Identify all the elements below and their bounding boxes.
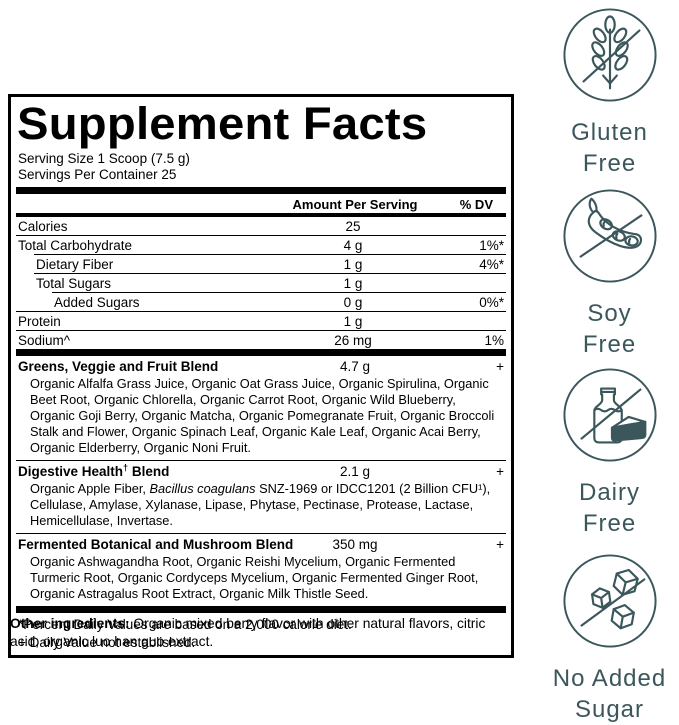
blend-header: Digestive Health† Blend 2.1 g + <box>18 463 506 480</box>
no-dairy-icon <box>562 368 657 462</box>
nutrient-dv: 4%* <box>479 256 504 272</box>
serving-size-text: Serving Size 1 Scoop (7.5 g) <box>18 151 190 166</box>
thick-divider <box>16 349 506 357</box>
thick-divider <box>16 187 506 195</box>
percent-dv-header: % DV <box>459 197 493 213</box>
blend-ingredients: Organic Apple Fiber, Bacillus coagulans … <box>30 481 491 529</box>
other-ingredients-text: Organic mixed berry flavor with other na… <box>10 616 486 649</box>
panel-title: Supplement Facts <box>17 98 428 149</box>
amount-per-serving-header: Amount Per Serving <box>292 197 418 213</box>
blend-name: Fermented Botanical and Mushroom Blend <box>18 537 294 553</box>
thick-divider <box>16 606 506 614</box>
nutrient-row-dietary-fiber: Dietary Fiber 1 g 4%* <box>34 254 506 273</box>
badge-label: No Added Sugar <box>552 665 667 724</box>
footnote-percent-dv: *Percent Daily Values are based on a 2,0… <box>18 617 352 633</box>
blend-amount: 4.7 g <box>339 359 371 375</box>
nutrient-name: Calories <box>18 218 68 234</box>
nutrient-name: Total Sugars <box>36 275 112 291</box>
other-ingredients: Other ingredients: Organic mixed berry f… <box>10 615 512 651</box>
blend-dv: + <box>496 537 504 553</box>
nutrient-amount: 26 mg <box>334 332 372 348</box>
blend-ingredients: Organic Ashwagandha Root, Organic Reishi… <box>30 554 479 602</box>
nutrient-dv: 0%* <box>479 294 504 310</box>
other-ingredients-label: Other ingredients: <box>10 616 130 631</box>
badge-label: Gluten Free <box>571 119 648 178</box>
blend-name: Digestive Health† Blend <box>18 462 170 480</box>
columns-header: Amount Per Serving % DV <box>16 194 506 213</box>
blend-amount: 350 mg <box>332 537 378 553</box>
nutrient-row-calories: Calories 25 <box>16 217 506 235</box>
badge-soy-free: Soy Free <box>540 187 679 360</box>
blend-name: Greens, Veggie and Fruit Blend <box>18 359 219 375</box>
nutrient-amount: 25 <box>345 218 361 234</box>
nutrient-name: Dietary Fiber <box>36 256 114 272</box>
blend-greens-veggie-fruit: Greens, Veggie and Fruit Blend 4.7 g + O… <box>16 356 506 460</box>
nutrient-amount: 1 g <box>343 275 363 291</box>
badge-gluten-free: Gluten Free <box>540 6 679 179</box>
claim-badges-column: Gluten Free Soy Free <box>540 0 679 725</box>
badge-no-added-sugar: No Added Sugar <box>540 552 679 725</box>
nutrient-amount: 1 g <box>343 313 363 329</box>
nutrient-name: Total Carbohydrate <box>18 237 133 253</box>
footnote-dv-not-established: + Daily Value not established. <box>18 634 196 650</box>
nutrient-name: Sodium^ <box>18 332 71 348</box>
blend-digestive-health: Digestive Health† Blend 2.1 g + Organic … <box>16 460 506 533</box>
nutrient-row-protein: Protein 1 g <box>16 311 506 330</box>
badge-label: Dairy Free <box>578 479 640 538</box>
blend-fermented-botanical-mushroom: Fermented Botanical and Mushroom Blend 3… <box>16 533 506 606</box>
servings-per-container-text: Servings Per Container 25 <box>18 167 177 183</box>
badge-dairy-free: Dairy Free <box>540 366 679 539</box>
nutrient-dv: 1%* <box>479 237 504 253</box>
medium-divider <box>16 213 506 218</box>
nutrient-name: Added Sugars <box>54 294 140 310</box>
nutrient-row-added-sugars: Added Sugars 0 g 0%* <box>52 292 506 311</box>
nutrient-row-total-carbohydrate: Total Carbohydrate 4 g 1%* <box>16 235 506 254</box>
blend-dv: + <box>496 359 504 375</box>
nutrient-amount: 4 g <box>343 237 363 253</box>
supplement-facts-panel: Supplement Facts Serving Size 1 Scoop (7… <box>8 94 514 659</box>
blend-header: Greens, Veggie and Fruit Blend 4.7 g + <box>18 358 506 375</box>
no-soy-icon <box>562 189 657 283</box>
nutrient-dv: 1% <box>484 332 504 348</box>
blend-ingredients: Organic Alfalfa Grass Juice, Organic Oat… <box>30 376 495 456</box>
nutrient-row-sodium: Sodium^ 26 mg 1% <box>16 330 506 349</box>
badge-label: Soy Free <box>582 300 637 359</box>
blend-header: Fermented Botanical and Mushroom Blend 3… <box>18 536 506 553</box>
nutrient-name: Protein <box>18 313 61 329</box>
no-gluten-icon <box>562 8 657 102</box>
blend-dv: + <box>496 464 504 480</box>
nutrient-amount: 1 g <box>343 256 363 272</box>
nutrient-amount: 0 g <box>343 294 363 310</box>
no-added-sugar-icon <box>562 554 657 648</box>
footnotes: *Percent Daily Values are based on a 2,0… <box>16 613 506 653</box>
blend-amount: 2.1 g <box>339 464 371 480</box>
nutrient-row-total-sugars: Total Sugars 1 g <box>34 273 506 292</box>
